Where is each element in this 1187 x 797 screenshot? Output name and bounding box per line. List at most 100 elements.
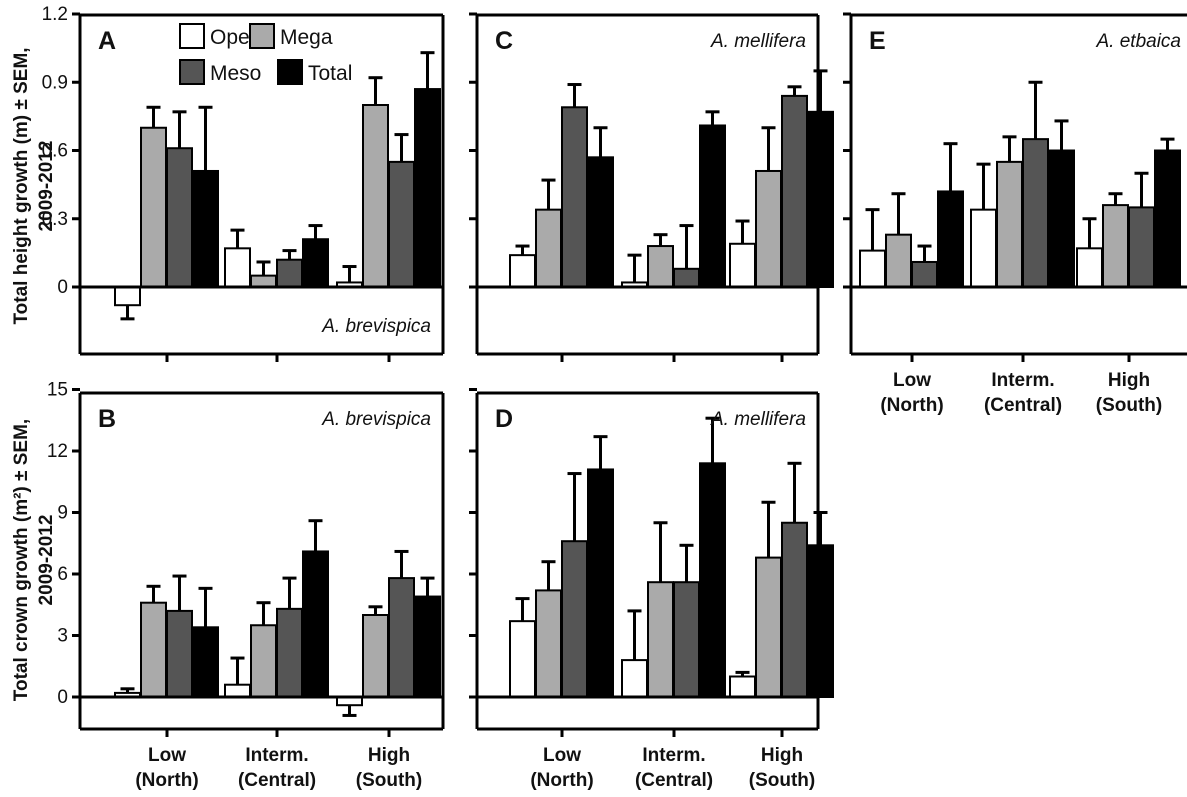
bar-d-open-2 <box>729 675 756 698</box>
bar-a-mega-1 <box>250 274 277 288</box>
bar-c-meso-2 <box>781 94 808 289</box>
xlabel-e-1-line1: Interm. <box>991 370 1054 391</box>
bar-a-total-0 <box>192 169 219 289</box>
bar-e-meso-2 <box>1128 206 1155 288</box>
bar-e-meso-1 <box>1022 138 1049 288</box>
height-ylabel-line2: 2009-2012 <box>36 141 57 232</box>
bar-c-open-2 <box>729 242 756 288</box>
bar-c-total-1 <box>699 124 726 288</box>
bar-c-meso-1 <box>673 267 700 288</box>
bar-a-total-2 <box>414 88 441 288</box>
bar-e-total-1 <box>1048 149 1075 288</box>
ytick-label-b-0: 0 <box>57 687 68 708</box>
legend-label-mega: Mega <box>280 26 333 49</box>
bar-b-meso-0 <box>166 609 193 699</box>
panel-a: 0 0.3 0.6 0.9 1.2 A A. brevispica Open Mega Meso T… <box>42 4 445 362</box>
panel-letter-e: E <box>869 27 886 55</box>
bar-d-open-1 <box>621 659 648 698</box>
bar-d-meso-2 <box>781 521 808 698</box>
species-label-c: A. mellifera <box>710 31 806 52</box>
bar-a-open-0 <box>114 286 141 307</box>
xlabel-b-0-line1: Low <box>148 745 186 766</box>
crown-ylabel-line2: 2009-2012 <box>36 515 57 606</box>
bar-e-mega-2 <box>1102 204 1129 289</box>
xlabel-e-1-line2: (Central) <box>984 395 1062 416</box>
ytick-label-a-3: 0.9 <box>42 72 68 93</box>
ytick-label-b-1: 3 <box>57 626 68 647</box>
xlabel-b-2-line1: High <box>368 745 410 766</box>
bar-d-mega-0 <box>535 589 562 699</box>
xlabel-d-0-line1: Low <box>543 745 581 766</box>
legend-swatch-mega <box>249 23 275 49</box>
xlabel-d-1-line2: (Central) <box>635 770 713 791</box>
bar-b-mega-1 <box>250 624 277 698</box>
legend-swatch-total <box>277 59 303 85</box>
bar-d-meso-0 <box>561 540 588 699</box>
bar-e-mega-1 <box>996 160 1023 288</box>
bar-e-open-1 <box>970 208 997 288</box>
panel-e: Low (North) Interm. (Central) High (South) E A.… <box>843 12 1187 416</box>
bar-d-open-0 <box>509 620 536 699</box>
bar-b-mega-2 <box>362 614 389 698</box>
bar-b-total-1 <box>302 550 329 699</box>
xlabel-e-2-line1: High <box>1108 370 1150 391</box>
bar-d-meso-1 <box>673 581 700 699</box>
height-ylabel-line1: Total height growth (m) ± SEM, <box>11 47 32 324</box>
bar-a-mega-0 <box>140 126 167 288</box>
bar-a-open-1 <box>224 247 251 288</box>
legend-label-open: Open <box>210 26 261 49</box>
bar-b-meso-2 <box>388 577 415 698</box>
legend-swatch-open <box>179 23 205 49</box>
ytick-label-a-4: 1.2 <box>42 4 68 25</box>
species-label-d: A. mellifera <box>710 409 806 430</box>
panel-c: C A. mellifera <box>469 12 834 362</box>
ytick-label-a-1: 0.3 <box>42 209 68 230</box>
bar-c-meso-0 <box>561 106 588 289</box>
panel-letter-a: A <box>98 27 116 55</box>
bar-e-mega-0 <box>885 233 912 289</box>
panel-b: 0 3 6 9 12 15 Low (North) Interm. (Central) High (S… <box>47 380 445 791</box>
bar-e-meso-0 <box>911 260 938 289</box>
bar-a-total-1 <box>302 238 329 289</box>
bar-e-total-0 <box>937 190 964 288</box>
ytick-label-b-4: 12 <box>47 441 68 462</box>
legend-swatch-meso <box>179 59 205 85</box>
panel-letter-d: D <box>495 405 513 433</box>
species-label-e: A. etbaica <box>1096 31 1182 52</box>
xlabel-e-2-line2: (South) <box>1096 395 1162 416</box>
bar-a-meso-2 <box>388 160 415 288</box>
bar-a-mega-2 <box>362 104 389 288</box>
panel-letter-b: B <box>98 405 116 433</box>
bar-d-total-0 <box>587 468 614 699</box>
xlabel-b-0-line2: (North) <box>135 770 198 791</box>
ytick-label-a-0: 0 <box>57 277 68 298</box>
xlabel-d-0-line2: (North) <box>530 770 593 791</box>
bar-b-total-2 <box>414 595 441 698</box>
ytick-label-b-5: 15 <box>47 380 68 401</box>
xlabel-d-1-line1: Interm. <box>642 745 705 766</box>
crown-ylabel-line1: Total crown growth (m²) ± SEM, <box>11 419 32 701</box>
xlabel-b-2-line2: (South) <box>356 770 422 791</box>
bar-d-mega-2 <box>755 556 782 698</box>
species-label-b: A. brevispica <box>321 409 431 430</box>
ytick-label-b-3: 9 <box>57 503 68 524</box>
bar-d-total-1 <box>699 462 726 698</box>
bar-c-total-2 <box>807 110 834 288</box>
xlabel-b-1-line1: Interm. <box>245 745 308 766</box>
xlabel-e-0-line2: (North) <box>880 395 943 416</box>
bar-e-total-2 <box>1154 149 1181 288</box>
legend-label-total: Total <box>308 62 352 85</box>
ytick-label-b-2: 6 <box>57 564 68 585</box>
species-label-a: A. brevispica <box>321 316 431 337</box>
panel-letter-c: C <box>495 27 513 55</box>
xlabel-e-0-line1: Low <box>893 370 931 391</box>
bar-d-total-2 <box>807 544 834 698</box>
bar-c-mega-0 <box>535 208 562 288</box>
bar-e-open-0 <box>859 249 886 289</box>
bar-d-mega-1 <box>647 581 674 699</box>
bar-e-open-2 <box>1076 247 1103 288</box>
xlabel-d-2-line2: (South) <box>749 770 815 791</box>
bar-a-meso-1 <box>276 258 303 289</box>
xlabel-b-1-line2: (Central) <box>238 770 316 791</box>
